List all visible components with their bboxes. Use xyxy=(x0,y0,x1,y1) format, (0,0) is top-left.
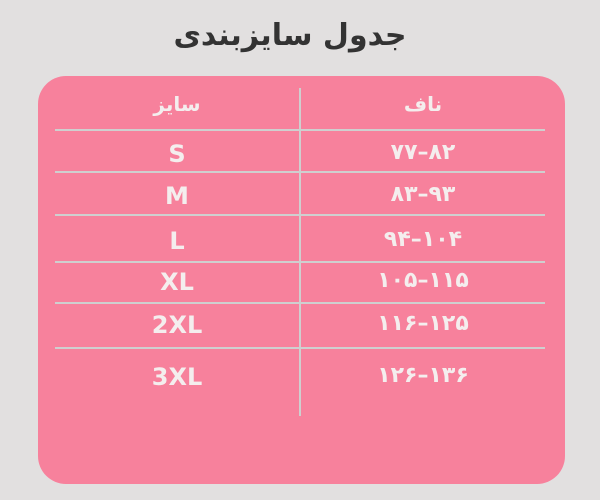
row-divider xyxy=(55,261,545,263)
row-divider xyxy=(55,302,545,304)
waist-cell: ۱۰۵–۱۱۵ xyxy=(377,268,469,293)
size-cell: S xyxy=(168,140,186,168)
waist-cell: ۹۴–۱۰۴ xyxy=(383,227,463,252)
row-divider xyxy=(55,214,545,216)
waist-cell: ۸۳–۹۳ xyxy=(390,182,456,207)
waist-cell: ۱۲۶–۱۳۶ xyxy=(377,363,469,388)
size-cell: XL xyxy=(160,268,194,296)
size-table: سایز ناف S ۷۷–۸۲ M ۸۳–۹۳ L ۹۴–۱۰۴ XL ۱۰۵… xyxy=(38,76,565,484)
page-title: جدول سایزبندی xyxy=(173,18,407,53)
size-cell: 3XL xyxy=(151,363,203,391)
header-waist: ناف xyxy=(403,92,443,116)
waist-cell: ۷۷–۸۲ xyxy=(390,140,456,165)
size-cell: L xyxy=(169,227,185,255)
row-divider xyxy=(55,347,545,349)
waist-cell: ۱۱۶–۱۲۵ xyxy=(377,311,469,336)
size-cell: M xyxy=(165,182,189,210)
column-divider xyxy=(299,88,301,416)
header-size: سایز xyxy=(153,92,201,116)
row-divider xyxy=(55,171,545,173)
row-divider xyxy=(55,129,545,131)
size-cell: 2XL xyxy=(151,311,203,339)
